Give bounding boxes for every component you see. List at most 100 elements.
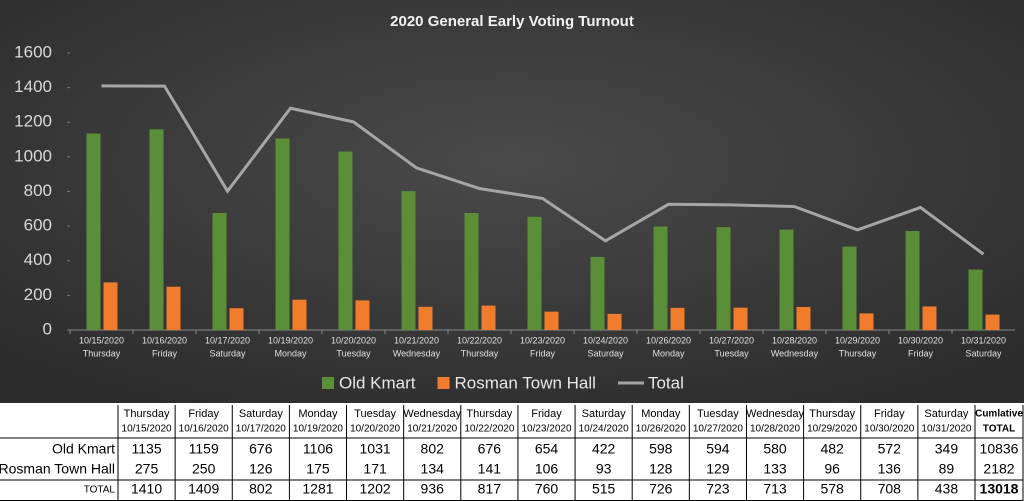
bar: [166, 286, 181, 330]
x-tick-label: Wednesday: [393, 348, 441, 358]
table-cell: 723: [706, 481, 730, 497]
table-cell: 676: [249, 441, 273, 457]
table-header: 10/20/2020: [350, 424, 400, 435]
table-cell: 817: [478, 481, 502, 497]
table-cell: 1135: [132, 441, 162, 457]
y-tick-label: 400: [24, 250, 52, 269]
table-cell: 515: [592, 481, 616, 497]
table-cell: 1410: [131, 481, 162, 497]
y-tick-label: 0: [43, 319, 52, 338]
x-tick-label: 10/16/2020: [142, 335, 187, 345]
x-tick-label: Friday: [908, 348, 934, 358]
x-tick-label: 10/28/2020: [772, 335, 817, 345]
bar: [544, 311, 559, 330]
table-header: Thursday: [809, 408, 855, 420]
table-row-label: TOTAL: [84, 485, 116, 496]
x-tick-label: 10/27/2020: [709, 335, 754, 345]
table-cell: 1106: [303, 441, 333, 457]
bar: [590, 256, 605, 330]
table-cell: 96: [824, 461, 840, 477]
y-tick-label: 1400: [14, 77, 52, 96]
table-header: 10/16/2020: [179, 424, 229, 435]
table-header: 10/27/2020: [693, 424, 743, 435]
table-header: 10/26/2020: [636, 424, 686, 435]
bar: [733, 307, 748, 330]
table-cell: 141: [478, 461, 502, 477]
x-tick-label: Friday: [530, 348, 556, 358]
table-header: Monday: [298, 408, 338, 420]
table-header: 10/21/2020: [407, 424, 457, 435]
table-cell: 126: [249, 461, 273, 477]
table-header: Wednesday: [746, 408, 804, 420]
table-header: Thursday: [124, 408, 170, 420]
x-tick-label: 10/24/2020: [583, 335, 628, 345]
x-tick-label: 10/29/2020: [835, 335, 880, 345]
table-cell: 422: [592, 441, 616, 457]
table-header: Tuesday: [354, 408, 396, 420]
table-cell: 572: [878, 441, 902, 457]
table-cell: 713: [763, 481, 787, 497]
x-tick-label: Thursday: [461, 348, 499, 358]
table-header: Friday: [188, 408, 219, 420]
x-tick-label: Tuesday: [714, 348, 749, 358]
bar: [905, 230, 920, 330]
table-header: 10/24/2020: [579, 424, 629, 435]
table-cell: 89: [939, 461, 955, 477]
table-cell: 133: [763, 461, 787, 477]
table-header: 10/15/2020: [122, 424, 172, 435]
x-tick-label: 10/15/2020: [79, 335, 124, 345]
table-header: Tuesday: [697, 408, 739, 420]
table-header: 10/23/2020: [521, 424, 571, 435]
bar: [229, 308, 244, 330]
bar: [716, 227, 731, 330]
table-header: 10/17/2020: [236, 424, 286, 435]
table-header: Friday: [874, 408, 905, 420]
y-tick-label: 800: [24, 181, 52, 200]
bar: [464, 212, 479, 330]
table-cell: 250: [192, 461, 216, 477]
legend-swatch: [437, 377, 450, 389]
x-tick-label: 10/26/2020: [646, 335, 691, 345]
x-tick-label: 10/20/2020: [331, 335, 376, 345]
bar: [653, 226, 668, 330]
table-header: Thursday: [466, 408, 512, 420]
table-cell: 1031: [360, 441, 391, 457]
table-cell: 708: [878, 481, 902, 497]
table-cell: 802: [421, 441, 445, 457]
x-tick-label: 10/31/2020: [961, 335, 1006, 345]
table-header: Cumlative: [975, 409, 1023, 420]
table-header: 10/28/2020: [750, 424, 800, 435]
bar: [842, 246, 857, 330]
bar: [149, 129, 164, 330]
bar: [103, 282, 118, 330]
table-cell: 134: [421, 461, 445, 477]
table-cell: 1409: [188, 481, 219, 497]
bar: [338, 151, 353, 330]
bar: [355, 300, 370, 330]
x-tick-label: Saturday: [965, 348, 1002, 358]
table-header: Monday: [641, 408, 681, 420]
legend-swatch: [322, 377, 334, 389]
x-tick-label: Friday: [152, 348, 178, 358]
table-cell: 578: [820, 481, 844, 497]
bar: [212, 212, 227, 330]
table-cell: 136: [878, 461, 902, 477]
table-cell: 598: [649, 441, 673, 457]
table-cell: 13018: [980, 481, 1019, 497]
bar: [859, 313, 874, 330]
table-cell: 594: [706, 441, 730, 457]
bar: [527, 216, 542, 330]
table-cell: 760: [535, 481, 559, 497]
table-header: Saturday: [924, 408, 969, 420]
table-cell: 802: [249, 481, 273, 497]
table-header: 10/31/2020: [921, 424, 971, 435]
y-tick-label: 600: [24, 216, 52, 235]
table-header: 10/30/2020: [864, 424, 914, 435]
bar: [607, 313, 622, 330]
table-row-label: Old Kmart: [52, 441, 115, 457]
bar: [779, 229, 794, 330]
x-tick-label: Saturday: [209, 348, 246, 358]
table-cell: 482: [820, 441, 844, 457]
table-header: Saturday: [239, 408, 284, 420]
x-tick-label: Monday: [652, 348, 685, 358]
